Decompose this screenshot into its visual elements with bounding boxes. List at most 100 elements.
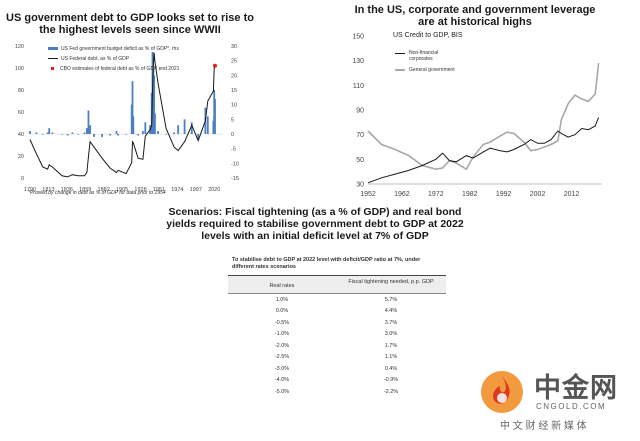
x-tick: 1972 xyxy=(428,191,444,198)
watermark-domain: CNGOLD.COM xyxy=(536,402,607,411)
cell-real-rate: -3.0% xyxy=(274,365,290,372)
cell-real-rate: -2.5% xyxy=(274,354,290,361)
y-tick: 70 xyxy=(356,132,364,139)
deficit-bar xyxy=(51,132,54,134)
y-left-tick: 40 xyxy=(18,132,24,138)
x-tick: 1974 xyxy=(171,187,183,193)
table-section-title: Scenarios: Fiscal tightening (as a % of … xyxy=(166,206,464,242)
deficit-bar xyxy=(101,134,103,137)
x-tick: 1905 xyxy=(116,187,128,193)
flame-icon xyxy=(481,371,523,413)
table-column-header: Real rates Fiscal tightening needed, p.p… xyxy=(228,276,446,294)
table-row: 1.0% 5.7% xyxy=(228,294,446,306)
deficit-bar xyxy=(157,131,160,134)
cell-real-rate: -2.0% xyxy=(274,342,290,349)
legend-government: General government xyxy=(395,67,475,73)
deficit-bar xyxy=(85,128,88,134)
cell-tightening: 5.7% xyxy=(384,296,398,303)
y-right-tick: 5 xyxy=(231,117,234,123)
cell-tightening: -2.2% xyxy=(383,388,399,395)
watermark-name: 中金网 xyxy=(534,373,618,403)
cell-real-rate: 1.0% xyxy=(275,296,289,303)
table-row: -4.0% -0.9% xyxy=(228,375,446,387)
deficit-bar xyxy=(109,134,111,136)
y-right-tick: -15 xyxy=(231,176,239,182)
cell-tightening: -0.9% xyxy=(383,377,399,384)
y-left-tick: 0 xyxy=(21,176,24,182)
cell-real-rate: -1.0% xyxy=(274,331,290,338)
y-right-tick: -10 xyxy=(231,161,239,167)
x-tick: 1790 xyxy=(24,187,36,193)
cell-tightening: 4.4% xyxy=(384,308,398,315)
cell-tightening: 3.0% xyxy=(384,331,398,338)
y-right-tick: 25 xyxy=(231,59,237,65)
debt-line xyxy=(29,52,215,178)
deficit-bar xyxy=(117,134,119,136)
right-chart-subtitle: US Credit to GDP, BIS xyxy=(393,32,463,39)
table-row: -3.0% 0.4% xyxy=(228,363,446,375)
y-left-tick: 120 xyxy=(15,44,24,50)
x-tick: 1982 xyxy=(462,191,478,198)
deficit-bar xyxy=(132,116,135,134)
x-tick: 1951 xyxy=(153,187,165,193)
x-tick: 1859 xyxy=(79,187,91,193)
deficit-bar xyxy=(190,122,193,134)
y-tick: 50 xyxy=(356,157,364,164)
deficit-bar xyxy=(165,134,168,135)
right-chart-legend: Non-financial corporates General governm… xyxy=(395,50,475,73)
x-tick: 2020 xyxy=(208,187,220,193)
cell-tightening: 1.7% xyxy=(384,342,398,349)
deficit-bar xyxy=(89,125,91,134)
corporates-line xyxy=(367,117,600,184)
deficit-bar xyxy=(115,131,118,134)
legend-cbo: CBO estimates of federal debt as % of GD… xyxy=(48,66,208,72)
left-chart-title: US government debt to GDP looks set to r… xyxy=(6,12,254,36)
deficit-bar xyxy=(173,132,176,134)
y-tick: 90 xyxy=(356,108,364,115)
deficit-bar xyxy=(41,134,44,135)
y-left-tick: 60 xyxy=(18,110,24,116)
table-header: To stabilise debt to GDP at 2022 level w… xyxy=(228,254,446,276)
deficit-bar xyxy=(83,132,86,134)
y-right-tick: 30 xyxy=(231,44,237,50)
left-chart-legend: US Fed government budget deficit as % of… xyxy=(48,46,208,72)
x-tick: 1992 xyxy=(496,191,512,198)
watermark-slogan: 中 文 财 经 新 媒 体 xyxy=(500,421,587,432)
legend-cbo-label: CBO estimates of federal debt as % of GD… xyxy=(60,66,180,72)
deficit-bar xyxy=(154,113,156,134)
deficit-bar xyxy=(137,134,140,136)
deficit-bar xyxy=(61,134,63,135)
right-chart: 150 130 110 90 70 50 30 1952 1962 1972 1982 1992 200… xyxy=(352,34,602,198)
legend-government-label: General government xyxy=(409,67,455,73)
deficit-bar xyxy=(131,81,134,134)
cell-real-rate: -4.0% xyxy=(274,377,290,384)
y-left-tick: 80 xyxy=(18,88,24,94)
deficit-bar xyxy=(48,128,51,134)
table-row: -5.0% -2.2% xyxy=(228,386,446,398)
y-tick: 130 xyxy=(352,58,364,65)
y-right-tick: 10 xyxy=(231,103,237,109)
col-fiscal-tightening: Fiscal tightening needed, p.p. GDP xyxy=(348,279,434,285)
table-row: -1.0% 3.0% xyxy=(228,329,446,341)
x-tick: 1952 xyxy=(360,191,376,198)
deficit-bar xyxy=(197,134,200,140)
cbo-estimate-point xyxy=(213,63,217,68)
y-right-tick: 0 xyxy=(231,132,234,138)
deficit-bar xyxy=(87,110,90,134)
left-chart: 120 100 80 60 40 20 0 30 25 20 15 10 5 0 -5 -10 -15 1790 1… xyxy=(15,44,239,193)
y-right-tick: 15 xyxy=(231,88,237,94)
x-tick: 1997 xyxy=(190,187,202,193)
deficit-bar xyxy=(77,134,79,135)
x-tick: 2002 xyxy=(530,191,546,198)
deficit-bar xyxy=(153,75,156,134)
y-left-tick: 100 xyxy=(15,66,24,72)
cell-tightening: 1.1% xyxy=(384,354,398,361)
y-right-tick: 20 xyxy=(231,73,237,79)
x-tick: 1962 xyxy=(394,191,410,198)
legend-corporates: Non-financial corporates xyxy=(395,50,475,62)
deficit-bar xyxy=(206,116,209,134)
y-tick: 150 xyxy=(352,34,364,41)
y-tick: 30 xyxy=(356,182,364,189)
table-row: 0.0% 4.4% xyxy=(228,306,446,318)
x-tick: 1813 xyxy=(42,187,54,193)
